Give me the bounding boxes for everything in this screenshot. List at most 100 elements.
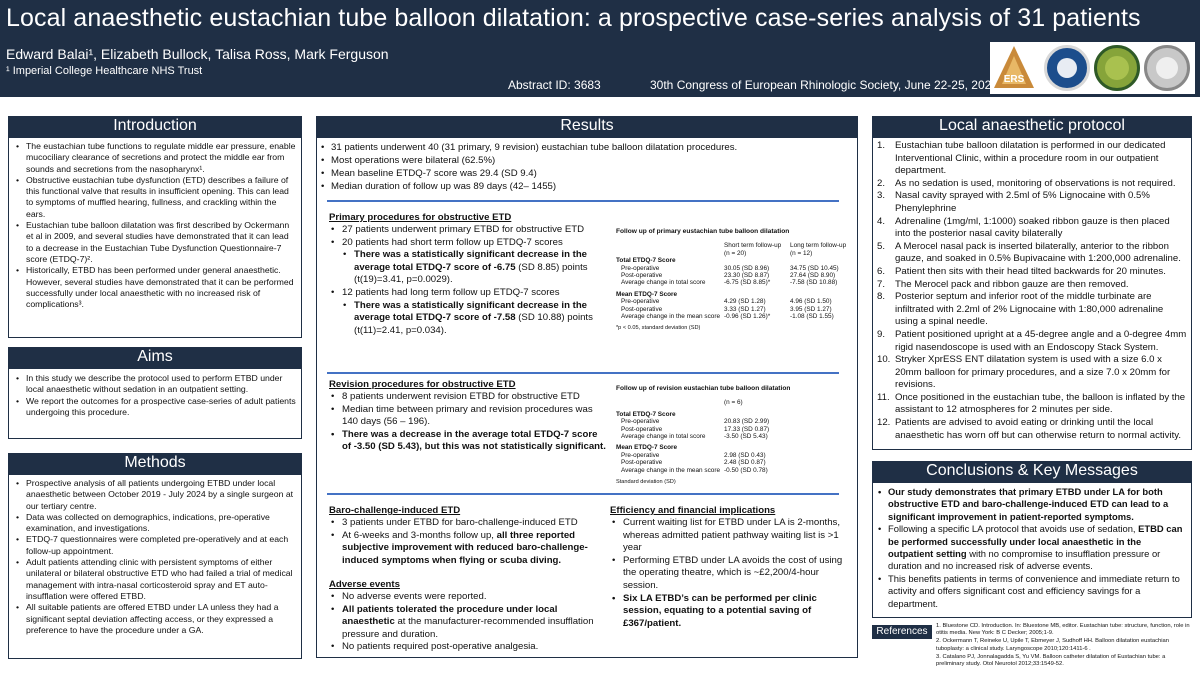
- references-label: References: [872, 625, 932, 639]
- protocol-step: Nasal cavity sprayed with 2.5ml of 5% Li…: [877, 190, 1150, 214]
- efficiency-item: Current waiting list for ETBD under LA i…: [610, 517, 850, 555]
- table-cell: -1.08 (SD 1.55): [790, 313, 834, 321]
- conclusion-item: Our study demonstrates that primary ETBD…: [877, 486, 1187, 523]
- adverse-item: All patients tolerated the procedure und…: [329, 604, 601, 642]
- protocol-step: Patients are advised to avoid eating or …: [877, 417, 1182, 441]
- ers-logo: ERS: [994, 46, 1034, 88]
- table-cell: 30.05 (SD 8.96): [724, 264, 770, 272]
- protocol-step: As no sedation is used, monitoring of ob…: [877, 177, 1176, 190]
- table-cell: Post-operative: [621, 459, 663, 467]
- table-row: Pre-operative 2.98 (SD 0.43): [616, 452, 773, 459]
- table-cell: 3.33 (SD 1.27): [724, 305, 766, 313]
- divider-line: [327, 372, 839, 374]
- table-cell: 2.48 (SD 0.87): [724, 459, 766, 467]
- table-caption: Follow up of revision eustachian tube ba…: [616, 385, 791, 392]
- primary-item: 27 patients underwent primary ETBD for o…: [329, 224, 609, 237]
- table-row: Average change in total score -6.75 (SD 8…: [616, 279, 850, 286]
- conclusions-heading: Conclusions & Key Messages: [872, 461, 1192, 482]
- revision-followup-table: Follow up of revision eustachian tube ba…: [616, 385, 790, 486]
- methods-box: Prospective analysis of all patients und…: [8, 474, 302, 659]
- protocol-step: A Merocel nasal pack is inserted bilater…: [877, 240, 1181, 265]
- table-cell: 34.75 (SD 10.45): [790, 264, 839, 272]
- divider-line: [327, 200, 839, 202]
- author-list: Edward Balai¹, Elizabeth Bullock, Talisa…: [6, 46, 389, 62]
- reference-item: 3. Catalano PJ, Jonnalagadda S, Yu VM. B…: [936, 653, 1166, 668]
- adverse-item: No adverse events were reported.: [329, 591, 601, 604]
- table-group-label: Total ETDQ-7 Score: [616, 257, 676, 265]
- methods-heading: Methods: [8, 453, 302, 474]
- table-col-n: (n = 12): [790, 249, 813, 257]
- table-cell: 20.83 (SD 2.99): [724, 418, 770, 426]
- table-footnote: Standard deviation (SD): [616, 479, 676, 486]
- table-row: Average change in the mean score -0.50 (S…: [616, 467, 773, 474]
- baro-followup-text: At 6-weeks and 3-months follow up,: [342, 529, 497, 541]
- efficiency-item: Performing ETBD under LA avoids the cost…: [610, 555, 850, 593]
- affiliation: ¹ Imperial College Healthcare NHS Trust: [6, 65, 203, 77]
- adverse-item: No patients required post-operative anal…: [329, 641, 601, 654]
- table-row: Average change in total score -3.50 (SD 5…: [616, 433, 773, 440]
- congress-name: 30th Congress of European Rhinologic Soc…: [650, 78, 999, 92]
- methods-item: Adult patients attending clinic with per…: [15, 557, 297, 602]
- table-cell: Pre-operative: [621, 418, 660, 426]
- table-cell: Pre-operative: [621, 264, 660, 272]
- table-cell: -7.58 (SD 10.88): [790, 279, 838, 287]
- references-list: 1. Bluestone CD. Introduction. In: Blues…: [936, 623, 1194, 669]
- aims-item: In this study we describe the protocol u…: [15, 373, 297, 396]
- intro-item: The eustachian tube functions to regulat…: [15, 141, 297, 175]
- abstract-id: Abstract ID: 3683: [508, 78, 601, 92]
- primary-item: 12 patients had long term follow up ETDQ…: [329, 287, 609, 300]
- table-col-header: Long term follow-up: [790, 242, 847, 250]
- table-cell: 17.33 (SD 0.87): [724, 425, 770, 433]
- efficiency-item: Six LA ETBD’s can be performed per clini…: [610, 593, 850, 631]
- intro-item: Obstructive eustachian tube dysfunction …: [15, 175, 297, 220]
- table-cell: 3.95 (SD 1.27): [790, 305, 832, 313]
- logo-strip: ERS: [990, 42, 1195, 94]
- ers-logo-text: ERS: [1004, 74, 1025, 85]
- protocol-step: Adrenaline (1mg/ml, 1:1000) soaked ribbo…: [877, 215, 1170, 240]
- primary-followup-table: Follow up of primary eustachian tube bal…: [616, 228, 850, 333]
- protocol-step: Stryker XprESS ENT dilatation system is …: [877, 354, 1171, 391]
- intro-item: Historically, ETBD has been performed un…: [15, 265, 297, 310]
- efficiency-heading: Efficiency and financial implications: [610, 505, 776, 516]
- results-summary-item: Most operations were bilateral (62.5%): [320, 154, 850, 167]
- table-cell: Average change in the mean score: [621, 466, 721, 474]
- baro-heading: Baro-challenge-induced ETD: [329, 505, 461, 516]
- table-row: Average change in the mean score -0.96 (S…: [616, 313, 850, 320]
- introduction-box: The eustachian tube functions to regulat…: [8, 137, 302, 338]
- primary-item: There was a statistically significant de…: [329, 300, 609, 338]
- conclusion-bold: ETBD can be performed successfully under…: [888, 523, 1183, 560]
- primary-finding-stats: (SD 8.85) points (t(19)=3.41, p=0.0029).: [354, 261, 588, 286]
- table-cell: Average change in total score: [621, 433, 706, 441]
- aims-box: In this study we describe the protocol u…: [8, 368, 302, 439]
- table-cell: -0.50 (SD 0.78): [724, 466, 768, 474]
- protocol-heading: Local anaesthetic protocol: [872, 116, 1192, 137]
- table-cell: 23.30 (SD 8.87): [724, 272, 770, 280]
- seal-logo: [1044, 45, 1090, 91]
- table-col-n: (n = 6): [724, 399, 743, 407]
- conclusion-item: This benefits patients in terms of conve…: [877, 573, 1187, 610]
- revision-item: There was a decrease in the average tota…: [329, 429, 609, 454]
- adverse-finding-bold: All patients tolerated the procedure und…: [342, 603, 558, 628]
- table-cell: Post-operative: [621, 305, 663, 313]
- table-row: Pre-operative 30.05 (SD 8.96) 34.75 (SD 10…: [616, 265, 850, 272]
- adverse-finding-rest: at the manufacturer-recommended insuffla…: [342, 616, 594, 640]
- protocol-box: Eustachian tube balloon dilatation is pe…: [872, 137, 1192, 450]
- methods-item: Data was collected on demographics, indi…: [15, 512, 297, 535]
- table-cell: 4.96 (SD 1.50): [790, 298, 832, 306]
- table-cell: -3.50 (SD 5.43): [724, 433, 768, 441]
- protocol-step: Patient positioned upright at a 45-degre…: [877, 328, 1187, 353]
- table-group-label: Total ETDQ-7 Score: [616, 410, 676, 418]
- table-row: Pre-operative 4.29 (SD 1.28) 4.96 (SD 1.50…: [616, 298, 850, 305]
- aims-item: We report the outcomes for a prospective…: [15, 396, 297, 419]
- results-summary-item: 31 patients underwent 40 (31 primary, 9 …: [320, 141, 850, 154]
- primary-item: There was a statistically significant de…: [329, 249, 609, 287]
- aims-heading: Aims: [8, 347, 302, 368]
- table-cell: Pre-operative: [621, 298, 660, 306]
- primary-item: 20 patients had short term follow up ETD…: [329, 237, 609, 250]
- conclusions-box: Our study demonstrates that primary ETBD…: [872, 482, 1192, 618]
- baro-item: 3 patients under ETBD for baro-challenge…: [329, 517, 601, 530]
- results-summary-item: Median duration of follow up was 89 days…: [320, 180, 850, 193]
- table-cell: Post-operative: [621, 272, 663, 280]
- conclusion-text: with no compromise to insufflation press…: [888, 548, 1161, 572]
- table-row: Post-operative 3.33 (SD 1.27) 3.95 (SD 1.2…: [616, 306, 850, 313]
